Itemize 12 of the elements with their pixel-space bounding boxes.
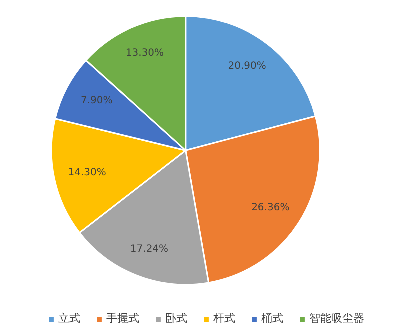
legend-label: 桶式 xyxy=(262,312,284,326)
legend-label: 杆式 xyxy=(214,312,236,326)
data-label: 26.36% xyxy=(252,202,290,214)
data-label: 20.90% xyxy=(228,60,266,72)
data-label: 13.30% xyxy=(126,48,164,60)
data-label: 17.24% xyxy=(130,244,169,256)
legend-label: 立式 xyxy=(58,312,80,326)
legend-label: 智能吸尘器 xyxy=(310,312,364,326)
legend-label: 卧式 xyxy=(166,312,188,326)
data-label: 7.90% xyxy=(80,95,113,106)
data-label: 14.30% xyxy=(68,167,106,178)
legend-label: 手握式 xyxy=(106,312,140,326)
